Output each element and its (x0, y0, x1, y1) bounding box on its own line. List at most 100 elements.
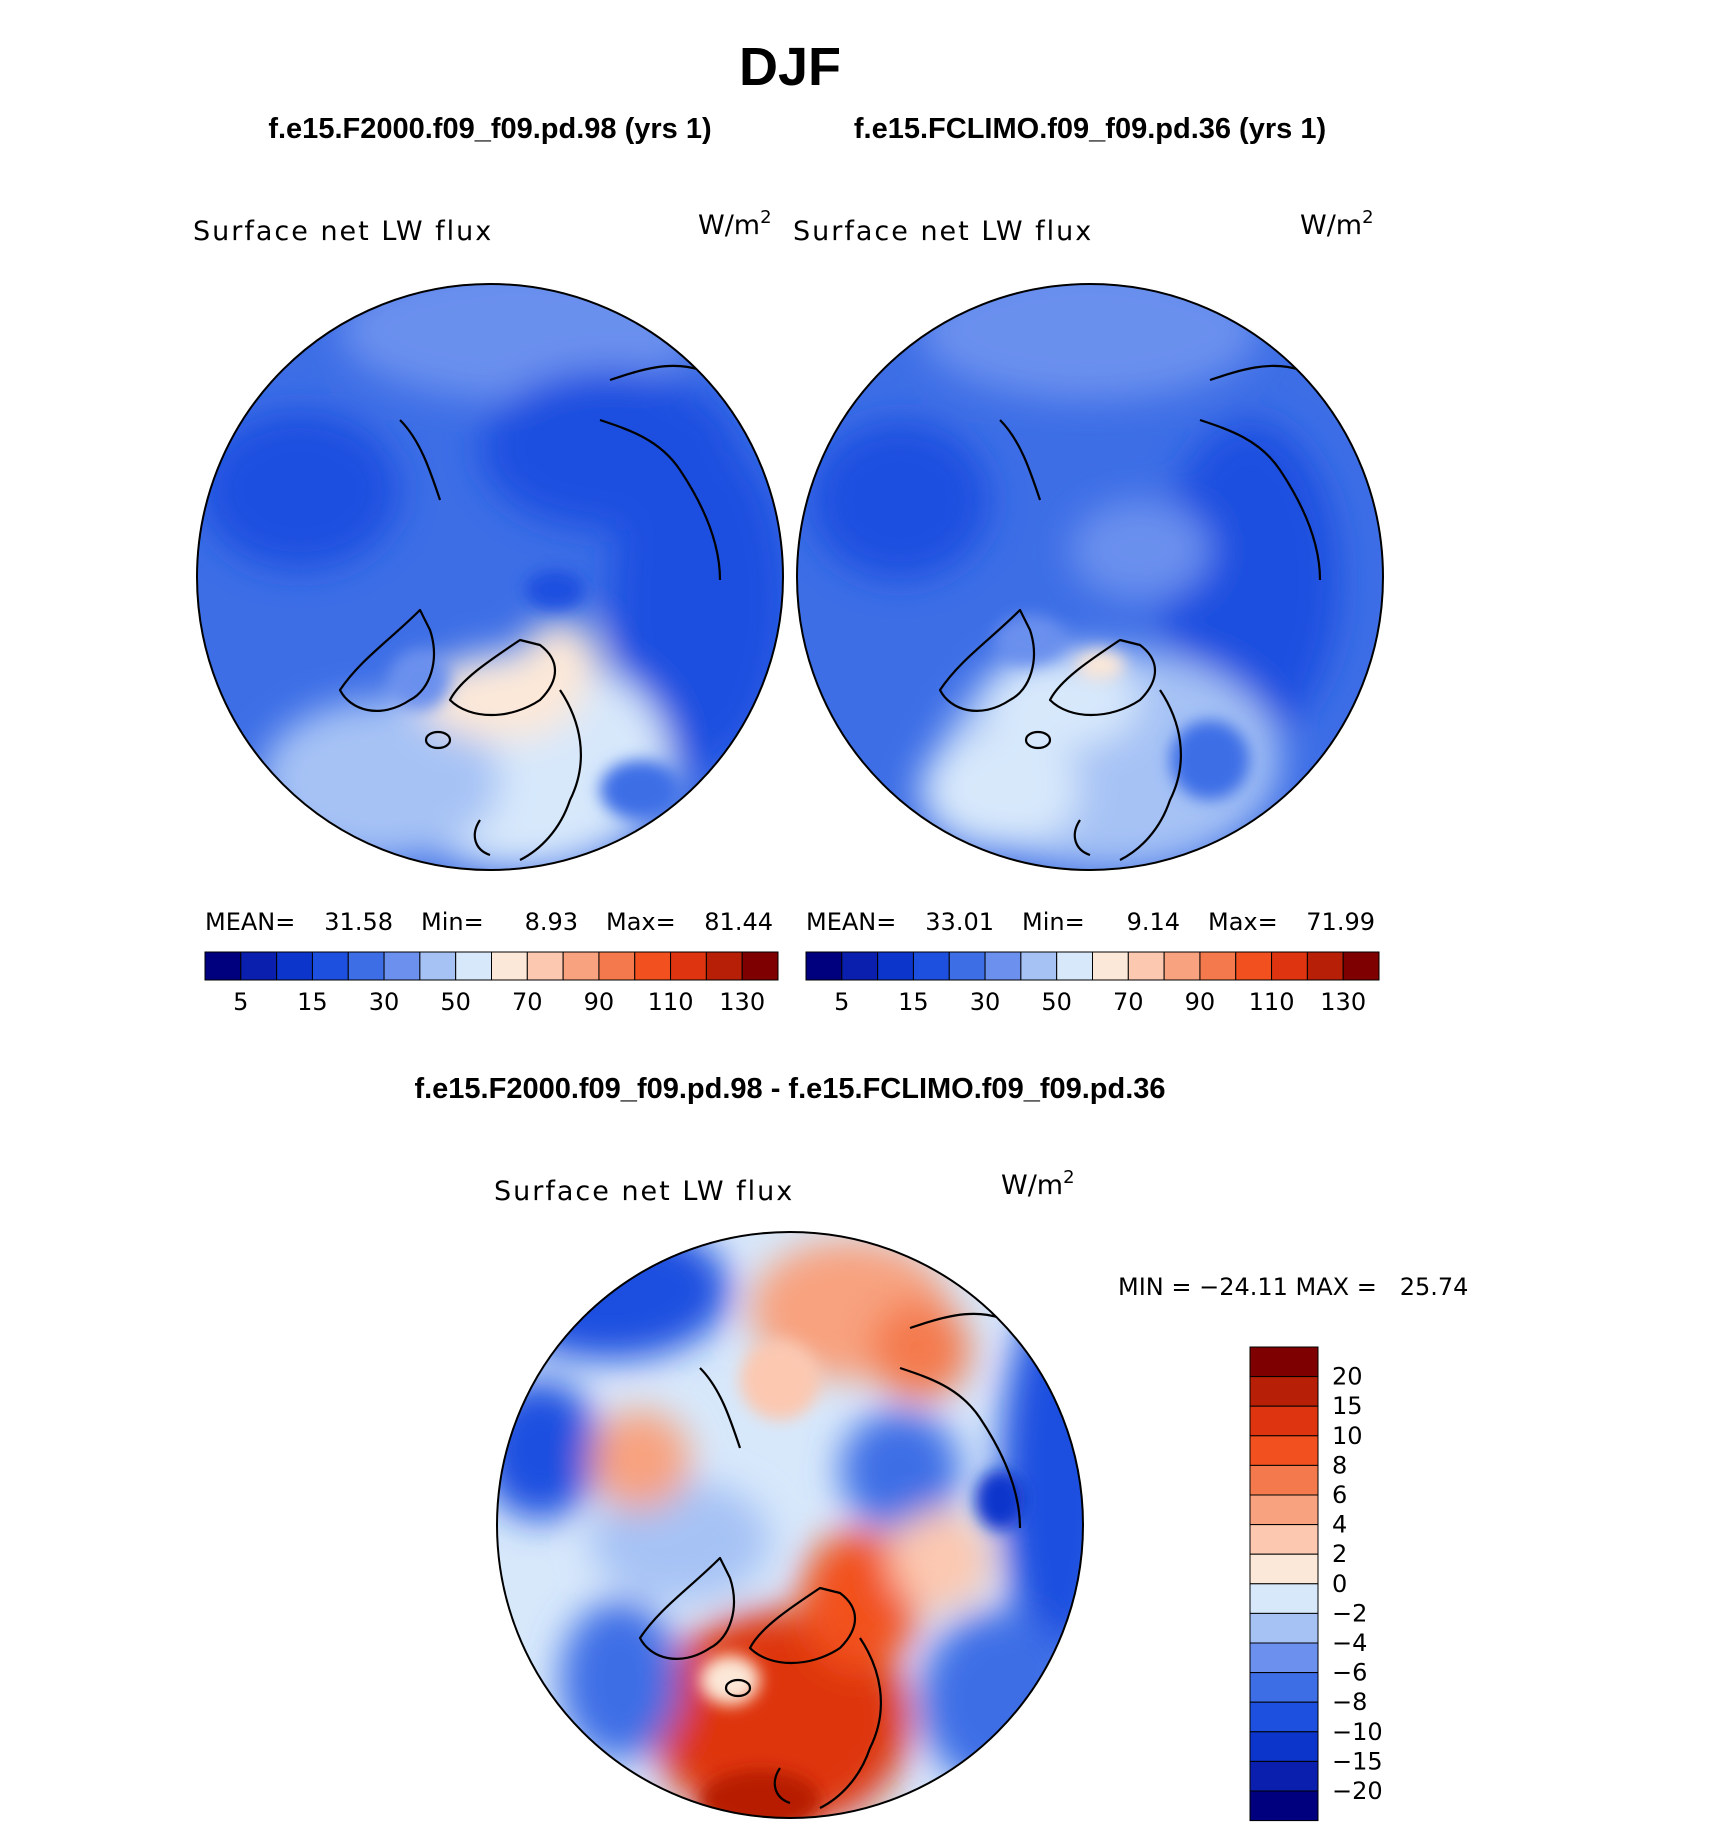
svg-text:Min=: Min= (1022, 908, 1085, 936)
colorbar-tick-label: 2 (1332, 1540, 1347, 1568)
colorbar-tick-label: 15 (1332, 1392, 1363, 1420)
colorbar-tick-label: 6 (1332, 1481, 1347, 1509)
colorbar-swatch (1092, 951, 1129, 981)
colorbar-swatch (276, 951, 313, 981)
colorbar-tick-label: −6 (1332, 1659, 1367, 1687)
colorbar-swatch (491, 951, 528, 981)
map-panel-b (796, 283, 1384, 871)
panel-a-units: W/m2 (698, 207, 772, 241)
colorbar-tick-label: 50 (440, 988, 471, 1016)
colorbar-tick-label: −8 (1332, 1688, 1367, 1716)
colorbar-tick-label: 15 (297, 988, 328, 1016)
colorbar-swatch (1249, 1405, 1319, 1437)
colorbar-swatch (562, 951, 600, 981)
colorbar-swatch (1056, 951, 1093, 981)
colorbar-tick-label: 30 (970, 988, 1001, 1016)
colorbar-swatch (347, 951, 385, 981)
case-a-title: f.e15.F2000.f09_f09.pd.98 (yrs 1) (268, 113, 711, 145)
colorbar-tick-label: 130 (1320, 988, 1366, 1016)
colorbar-swatch (1249, 1435, 1319, 1466)
colorbar-swatch (1249, 1731, 1319, 1762)
map-boundary (796, 283, 1384, 871)
colorbar-tick-label: 70 (1113, 988, 1144, 1016)
colorbar-swatch (1127, 951, 1165, 981)
colorbar-swatch (455, 951, 492, 981)
colorbar-panel-b: 5 15 30 50 70 90 110 130 (805, 951, 1380, 1016)
colorbar-swatch (598, 951, 636, 981)
colorbar-tick-label: 20 (1332, 1363, 1363, 1391)
colorbar-swatch (1249, 1346, 1319, 1378)
colorbar-tick-label: 4 (1332, 1511, 1347, 1539)
colorbar-swatch (1249, 1672, 1319, 1703)
panel-b-units: W/m2 (1300, 207, 1374, 241)
colorbar-swatch (877, 951, 914, 981)
diff-minmax: MIN = −24.11 MAX = 25.74 (1118, 1273, 1468, 1301)
colorbar-tick-label: 8 (1332, 1451, 1347, 1479)
colorbar-swatch (1249, 1376, 1319, 1407)
diff-units: W/m2 (1001, 1167, 1075, 1201)
coastlines (638, 1312, 1022, 1809)
svg-text:31.58: 31.58 (324, 908, 393, 936)
colorbar-swatch (1249, 1524, 1319, 1555)
colorbar-tick-label: 90 (1185, 988, 1216, 1016)
colorbar-tick-label: −20 (1332, 1777, 1383, 1805)
colorbar-swatch (1249, 1790, 1319, 1822)
colorbar-swatch (1199, 951, 1237, 981)
diff-title: f.e15.F2000.f09_f09.pd.98 - f.e15.FCLIMO… (414, 1073, 1165, 1105)
colorbar-swatch (240, 951, 278, 981)
colorbar-swatch (1249, 1760, 1319, 1792)
map-boundary (496, 1231, 1084, 1819)
colorbar-swatch (1235, 951, 1273, 981)
panel-a-variable: Surface net LW flux (193, 216, 493, 247)
diff-variable: Surface net LW flux (494, 1176, 794, 1207)
svg-text:71.99: 71.99 (1306, 908, 1375, 936)
svg-text:Max=: Max= (1208, 908, 1278, 936)
colorbar-tick-label: 0 (1332, 1570, 1347, 1598)
panel-b-variable: Surface net LW flux (793, 216, 1093, 247)
colorbar-tick-label: 90 (584, 988, 615, 1016)
colorbar-swatch (634, 951, 672, 981)
map-panel-diff (496, 1231, 1084, 1819)
colorbar-swatch (1342, 951, 1380, 981)
svg-text:9.14: 9.14 (1127, 908, 1180, 936)
colorbar-swatch (1249, 1494, 1319, 1526)
colorbar-swatch (912, 951, 950, 981)
colorbar-swatch (526, 951, 564, 981)
colorbar-tick-label: 110 (648, 988, 694, 1016)
colorbar-swatch (1271, 951, 1308, 981)
colorbar-swatch (419, 951, 457, 981)
colorbar-swatch (948, 951, 986, 981)
colorbar-swatch (705, 951, 743, 981)
colorbar-swatch (1306, 951, 1344, 981)
colorbar-tick-label: 130 (719, 988, 765, 1016)
colorbar-swatch (1249, 1701, 1319, 1733)
colorbar-swatch (311, 951, 349, 981)
case-b-title: f.e15.FCLIMO.f09_f09.pd.36 (yrs 1) (854, 113, 1326, 145)
colorbar-tick-label: 30 (369, 988, 400, 1016)
svg-text:Max=: Max= (606, 908, 676, 936)
coastlines (338, 364, 722, 861)
map-panel-a (196, 283, 784, 871)
colorbar-tick-label: 15 (898, 988, 929, 1016)
colorbar-swatch (741, 951, 779, 981)
colorbar-tick-label: −10 (1332, 1718, 1383, 1746)
colorbar-tick-label: 10 (1332, 1422, 1363, 1450)
colorbar-swatch (1249, 1553, 1319, 1585)
colorbar-swatch (1249, 1612, 1319, 1644)
map-boundary (196, 283, 784, 871)
colorbar-swatch (383, 951, 421, 981)
colorbar-swatch (1163, 951, 1201, 981)
colorbar-swatch (1020, 951, 1058, 981)
colorbar-tick-label: 110 (1249, 988, 1295, 1016)
colorbar-swatch (841, 951, 879, 981)
panel-b-stats: MEAN= 33.01 Min= 9.14 Max= 71.99 (806, 908, 1375, 936)
colorbar-tick-label: 50 (1041, 988, 1072, 1016)
colorbar-swatch (984, 951, 1022, 981)
svg-text:MEAN=: MEAN= (205, 908, 295, 936)
colorbar-swatch (204, 951, 242, 981)
colorbar-tick-label: −2 (1332, 1599, 1367, 1627)
colorbar-tick-label: −4 (1332, 1629, 1367, 1657)
colorbar-swatch (1249, 1464, 1319, 1496)
